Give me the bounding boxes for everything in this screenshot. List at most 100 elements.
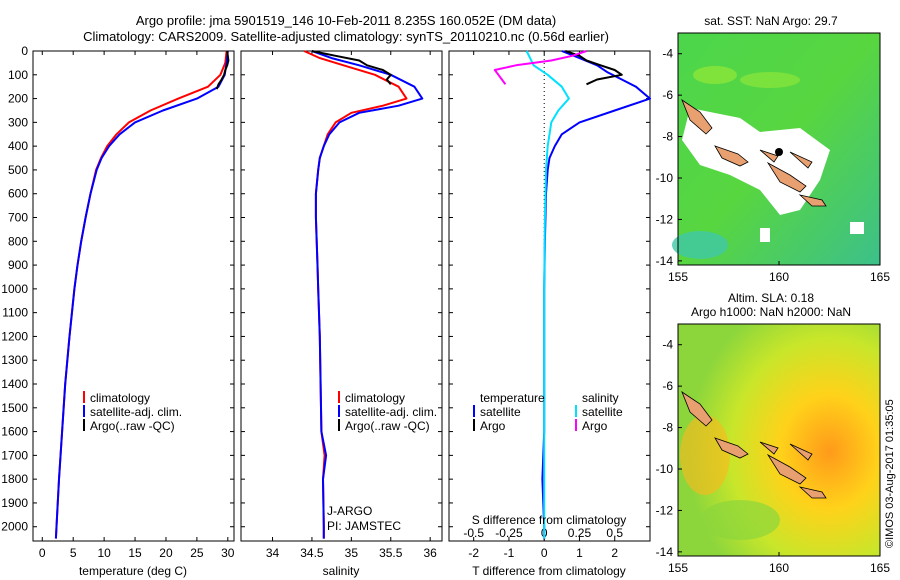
difference-panel-frame: [448, 50, 651, 542]
x-tick-label: 5: [70, 546, 77, 560]
sst-cool-patch: [672, 231, 728, 259]
depth-tick-label: 1200: [1, 329, 28, 343]
depth-tick-label: 1900: [1, 496, 28, 510]
legend-climatology-label: climatology: [90, 391, 150, 405]
depth-tick-label: 1500: [1, 401, 28, 415]
map-x-tick-label: 165: [870, 561, 890, 575]
sst-map: [672, 32, 881, 266]
depth-tick-label: 1800: [1, 472, 28, 486]
sst-cloud-mask: [850, 222, 864, 234]
x-tick-label: -2: [468, 546, 479, 560]
x-tick-label: 25: [190, 546, 204, 560]
sst-map-title: sat. SST: NaN Argo: 29.7: [704, 14, 838, 28]
depth-tick-label: 1100: [2, 306, 28, 320]
temperature-plot: 0 5 10 15 20 25 30: [39, 50, 235, 560]
sst-cloud-mask: [760, 228, 770, 242]
salinity-legend: climatology satellite-adj. clim. Argo(..…: [338, 391, 437, 433]
map-y-tick-label: -4: [662, 47, 673, 61]
depth-tick-label: 400: [8, 139, 28, 153]
depth-tick-label: 700: [8, 211, 28, 225]
depth-tick-label: 800: [8, 234, 28, 248]
series-line-argo-raw-qc-: [215, 50, 230, 90]
x-tick-label: -1: [504, 546, 515, 560]
x-tick-label: 35: [345, 546, 359, 560]
depth-tick-label: 1700: [1, 448, 28, 462]
salinity-annotation-pi: PI: JAMSTEC: [327, 519, 401, 533]
x-tick-label: 30: [221, 546, 235, 560]
x-tick-label: 15: [128, 546, 142, 560]
legend-satellite-label: satellite-adj. clim.: [345, 405, 437, 419]
legend-temperature-title: temperature: [480, 391, 545, 405]
map-y-tick-label: -4: [662, 338, 673, 352]
series-line-argo-raw-qc-: [311, 50, 392, 85]
figure-title-line1: Argo profile: jma 5901519_146 10-Feb-201…: [136, 13, 556, 28]
series-line-climatology: [54, 50, 228, 539]
depth-tick-label: 1600: [1, 425, 28, 439]
x-tick-label: 34: [266, 546, 280, 560]
series-line-satellite-adj-clim-: [54, 50, 229, 539]
map-x-tick-label: 165: [870, 270, 890, 284]
legend-salinity-title: salinity: [582, 391, 619, 405]
sla-islands: [681, 390, 827, 499]
sst-islands: [681, 98, 827, 207]
depth-tick-label: 1300: [1, 353, 28, 367]
difference-legend: temperature satellite Argo salinity sate…: [473, 391, 623, 433]
sst-warm-patch: [740, 72, 800, 88]
salinity-plot: 34 34.5 35 35.5 36: [266, 50, 437, 560]
series-line-temperature-satellite: [541, 50, 651, 539]
depth-tick-label: 0: [21, 44, 28, 58]
map-y-tick-label: -14: [656, 254, 674, 268]
map-y-tick-label: -8: [662, 421, 673, 435]
depth-tick-label: 900: [8, 258, 28, 272]
sla-map-title-line1: Altim. SLA: 0.18: [728, 291, 814, 305]
difference-xlabel-top: S difference from climatology: [472, 513, 627, 527]
x-tick-label: 35.5: [379, 546, 403, 560]
sla-map-title-line2: Argo h1000: NaN h2000: NaN: [691, 305, 851, 319]
x-tick-label: 0: [541, 546, 548, 560]
map-y-tick-label: -12: [656, 212, 674, 226]
depth-tick-label: 600: [8, 187, 28, 201]
map-y-tick-label: -10: [656, 462, 674, 476]
sla-high-patch: [680, 415, 730, 495]
legend-sal-satellite-label: satellite: [582, 405, 623, 419]
legend-temp-satellite-label: satellite: [480, 405, 521, 419]
salinity-xlabel: salinity: [323, 564, 360, 578]
legend-argo-label: Argo(..raw -QC): [345, 419, 430, 433]
salinity-panel-frame: [240, 50, 443, 542]
legend-satellite-label: satellite-adj. clim.: [90, 405, 182, 419]
imos-watermark: ©IMOS 03-Aug-2017 01:35:05: [884, 399, 896, 548]
temperature-legend: climatology satellite-adj. clim. Argo(..…: [83, 391, 182, 433]
x-tick-label: 20: [159, 546, 173, 560]
map-y-tick-label: -10: [656, 171, 674, 185]
s-tick-label: 0.25: [568, 526, 592, 540]
x-tick-label: 2: [611, 546, 618, 560]
difference-xlabel: T difference from climatology: [472, 564, 626, 578]
depth-tick-label: 300: [8, 115, 28, 129]
legend-sal-argo-label: Argo: [582, 419, 608, 433]
s-tick-label: -0.25: [495, 526, 523, 540]
series-line-salinity-argo: [493, 50, 587, 85]
sst-warm-patch: [693, 66, 737, 84]
sla-map: [677, 323, 881, 557]
depth-tick-label: 1400: [1, 377, 28, 391]
series-line-climatology: [303, 50, 408, 539]
depth-tick-label: 1000: [1, 282, 28, 296]
depth-tick-label: 500: [8, 163, 28, 177]
depth-tick-label: 2000: [1, 520, 28, 534]
figure-title-line2: Climatology: CARS2009. Satellite-adjuste…: [83, 29, 609, 44]
temperature-xlabel: temperature (deg C): [79, 564, 187, 578]
sla-low-patch: [700, 500, 780, 540]
legend-argo-label: Argo(..raw -QC): [90, 419, 175, 433]
legend-climatology-label: climatology: [345, 391, 405, 405]
argo-location-marker: [775, 148, 783, 156]
depth-axis: 0 100 200 300 400 500 600 700 800 900 1000 1100 1200…: [1, 44, 650, 534]
x-tick-label: 1: [576, 546, 583, 560]
map-y-tick-label: -8: [662, 130, 673, 144]
s-tick-label: 0.5: [606, 526, 623, 540]
series-line-salinity-satellite: [525, 50, 570, 539]
x-tick-label: 36: [423, 546, 437, 560]
map-x-tick-label: 155: [668, 270, 688, 284]
series-line-satellite-adj-clim-: [311, 50, 424, 539]
